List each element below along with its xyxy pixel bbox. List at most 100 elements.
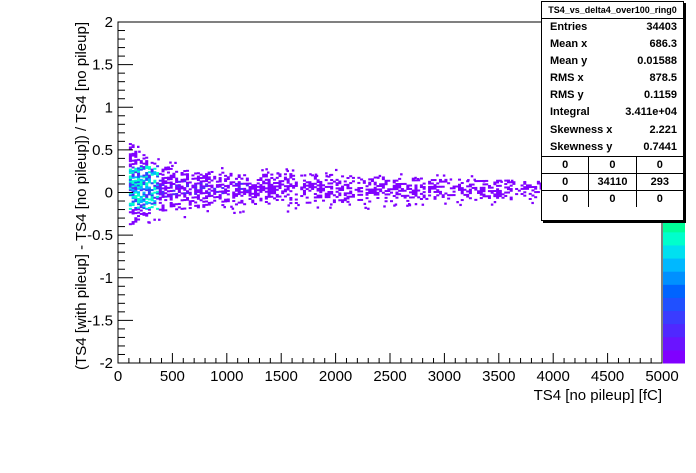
histogram-cell: [267, 190, 271, 193]
histogram-cell: [134, 167, 138, 170]
histogram-cell: [237, 176, 241, 179]
histogram-cell: [436, 189, 440, 192]
histogram-cell: [145, 173, 149, 176]
histogram-cell: [300, 186, 304, 189]
histogram-cell: [215, 180, 219, 183]
histogram-cell: [245, 182, 249, 185]
histogram-cell: [400, 188, 404, 191]
histogram-cell: [137, 170, 141, 173]
histogram-cell: [137, 184, 141, 187]
histogram-cell: [520, 193, 524, 196]
histogram-cell: [231, 207, 235, 210]
y-tick-label: 0.5: [92, 142, 113, 159]
histogram-cell: [262, 187, 266, 190]
histogram-cell: [267, 192, 271, 195]
histogram-cell: [411, 177, 415, 180]
histogram-cell: [281, 190, 285, 193]
histogram-cell: [278, 195, 282, 198]
histogram-cell: [512, 182, 516, 185]
histogram-cell: [183, 207, 187, 210]
histogram-cell: [346, 183, 350, 186]
histogram-cell: [161, 177, 165, 180]
histogram-cell: [428, 194, 432, 197]
histogram-cell: [302, 189, 306, 192]
histogram-cell: [259, 177, 263, 180]
histogram-cell: [466, 190, 470, 193]
histogram-cell: [137, 169, 141, 172]
histogram-cell: [393, 204, 396, 207]
histogram-cell: [438, 192, 442, 195]
histogram-cell: [224, 179, 228, 182]
histogram-cell: [498, 193, 502, 196]
histogram-cell: [131, 185, 135, 188]
histogram-cell: [294, 184, 298, 187]
histogram-cell: [183, 178, 187, 181]
histogram-cell: [378, 174, 382, 178]
histogram-cell: [398, 182, 402, 185]
histogram-cell: [164, 192, 168, 195]
histogram-cell: [232, 184, 236, 187]
histogram-cell: [248, 191, 252, 194]
histogram-cell: [460, 199, 464, 202]
histogram-cell: [251, 187, 255, 190]
histogram-cell: [131, 200, 135, 203]
histogram-cell: [205, 174, 209, 177]
x-tick-label: 5000: [645, 368, 678, 385]
histogram-cell: [153, 167, 157, 170]
histogram-cell: [131, 183, 135, 186]
histogram-cell: [128, 177, 132, 180]
histogram-cell: [134, 186, 138, 189]
histogram-cell: [169, 198, 173, 201]
histogram-cell: [145, 197, 149, 200]
histogram-cell: [351, 176, 355, 179]
histogram-cell: [128, 163, 132, 166]
histogram-cell: [161, 207, 165, 210]
histogram-cell: [482, 188, 486, 191]
histogram-cell: [379, 190, 383, 193]
histogram-cell: [308, 201, 312, 204]
histogram-cell: [142, 195, 146, 198]
histogram-cell: [199, 192, 203, 195]
histogram-cell: [398, 189, 402, 192]
histogram-cell: [131, 195, 135, 198]
histogram-cell: [128, 183, 132, 186]
histogram-cell: [169, 167, 173, 170]
histogram-cell: [180, 180, 184, 183]
histogram-cell: [172, 176, 176, 179]
histogram-cell: [327, 190, 331, 193]
histogram-cell: [156, 185, 160, 188]
histogram-cell: [526, 184, 530, 187]
histogram-cell: [267, 188, 271, 191]
histogram-cell: [458, 187, 462, 190]
histogram-cell: [248, 182, 252, 185]
histogram-cell: [259, 184, 263, 187]
histogram-cell: [330, 182, 334, 185]
histogram-cell: [210, 179, 214, 182]
histogram-cell: [166, 195, 170, 198]
histogram-cell: [302, 191, 306, 194]
histogram-cell: [142, 188, 146, 191]
histogram-cell: [460, 192, 464, 195]
histogram-cell: [248, 197, 252, 200]
histogram-cell: [237, 201, 241, 204]
histogram-cell: [368, 181, 372, 184]
histogram-cell: [490, 186, 494, 189]
histogram-cell: [283, 195, 287, 198]
histogram-cell: [188, 203, 192, 206]
histogram-cell: [264, 197, 268, 200]
histogram-cell: [351, 193, 355, 196]
histogram-cell: [142, 181, 146, 184]
histogram-cell: [327, 192, 331, 195]
histogram-cell: [251, 192, 255, 195]
histogram-cell: [319, 189, 323, 192]
palette-swatch: [663, 244, 685, 259]
histogram-cell: [194, 186, 198, 189]
histogram-cell: [221, 192, 225, 195]
histogram-cell: [134, 212, 138, 215]
histogram-cell: [128, 170, 132, 173]
histogram-cell: [207, 188, 211, 191]
histogram-cell: [186, 183, 190, 186]
histogram-cell: [515, 193, 519, 196]
histogram-cell: [303, 174, 307, 177]
histogram-cell: [134, 200, 138, 203]
